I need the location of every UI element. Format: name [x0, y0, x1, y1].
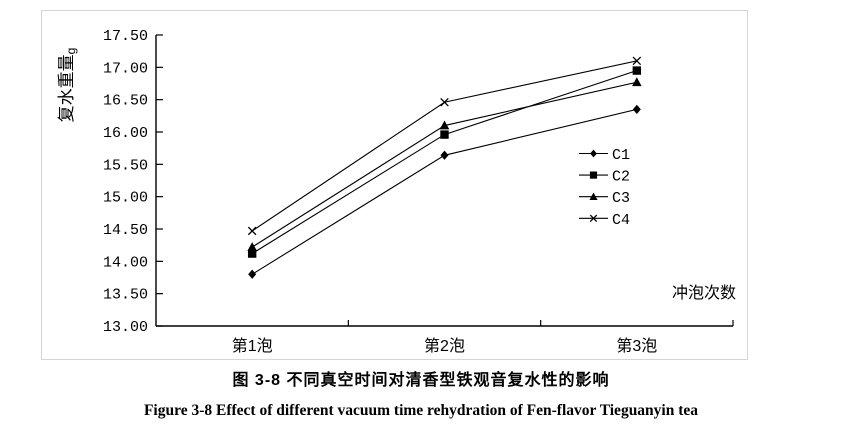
legend-item-C4: C4	[579, 212, 630, 229]
legend: C1 C2 C3 C4	[579, 147, 630, 229]
series-line-C4	[251, 60, 637, 232]
y-tick-label: 14.00	[103, 254, 148, 271]
square-marker	[247, 249, 257, 258]
y-tick-label: 14.50	[103, 222, 148, 239]
line-chart: 17.50 17.00 16.50 16.00 15.50 15.00 14.50 14.00…	[57, 28, 736, 355]
y-tick-label: 13.50	[103, 287, 148, 304]
x-category-label: 第1泡	[232, 337, 273, 355]
series-line-C2	[251, 70, 638, 255]
triangle-marker	[439, 120, 450, 130]
square-marker	[632, 66, 642, 75]
caption-chinese: 图 3-8 不同真空时间对清香型铁观音复水性的影响	[232, 372, 610, 389]
legend-label: C2	[612, 169, 630, 186]
series-C3	[247, 77, 642, 252]
y-tick-label: 15.00	[103, 190, 148, 207]
chart-frame: 17.50 17.00 16.50 16.00 15.50 15.00 14.50 14.00…	[41, 10, 748, 360]
legend-item-C3: C3	[579, 190, 630, 207]
y-axis-title: 复水重量g	[57, 48, 78, 123]
x-marker	[632, 56, 642, 66]
legend-item-C2: C2	[579, 169, 630, 186]
y-tick-label: 17.50	[103, 28, 148, 45]
square-marker	[589, 171, 598, 179]
series-C1	[248, 104, 641, 279]
diamond-marker	[248, 269, 257, 279]
y-tick-label: 16.50	[103, 93, 148, 110]
triangle-marker	[632, 77, 642, 87]
legend-item-C1: C1	[579, 147, 630, 164]
legend-label: C4	[612, 212, 630, 229]
series-C2	[247, 66, 642, 258]
series-line-C3	[251, 81, 637, 248]
series-C4	[247, 56, 642, 236]
x-axis-title: 冲泡次数	[672, 284, 736, 302]
y-tick-label: 15.50	[103, 157, 148, 174]
triangle-marker	[247, 242, 257, 252]
square-marker	[440, 130, 449, 139]
x-marker	[589, 214, 598, 222]
diamond-marker	[590, 149, 597, 158]
caption-english: Figure 3-8 Effect of different vacuum ti…	[143, 402, 699, 419]
y-tick-label: 17.00	[103, 60, 148, 77]
triangle-marker	[589, 192, 598, 201]
y-tick-label: 16.00	[103, 125, 148, 142]
x-category-label: 第2泡	[424, 337, 465, 355]
diamond-marker	[440, 150, 449, 160]
x-marker	[247, 226, 257, 236]
x-marker	[440, 97, 449, 107]
y-tick-label: 13.00	[103, 319, 148, 336]
legend-label: C3	[612, 190, 630, 207]
legend-label: C1	[612, 147, 630, 164]
x-category-label: 第3泡	[616, 337, 657, 355]
diamond-marker	[632, 104, 641, 114]
